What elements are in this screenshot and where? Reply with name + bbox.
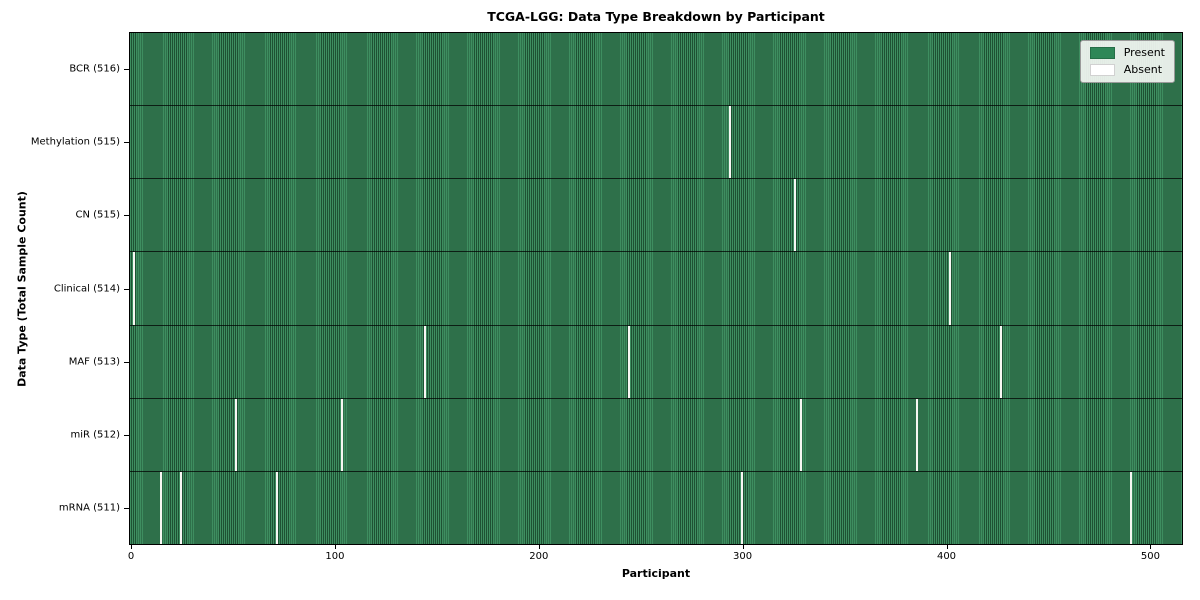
absent-marker <box>1130 471 1133 544</box>
legend-swatch-present <box>1089 47 1115 59</box>
absent-marker <box>159 471 162 544</box>
absent-marker <box>741 471 744 544</box>
row-bcr <box>130 33 1182 107</box>
x-tick-mark <box>946 545 948 549</box>
y-tick-mark <box>124 288 129 290</box>
absent-marker <box>179 471 182 544</box>
legend-label: Absent <box>1123 63 1163 76</box>
row-methylation <box>130 106 1182 180</box>
x-tick-label: 200 <box>529 551 549 562</box>
absent-marker <box>729 106 732 179</box>
y-tick-mark <box>124 215 129 217</box>
absent-marker <box>340 398 343 471</box>
x-axis-label: Participant <box>621 567 691 580</box>
x-tick-label: 500 <box>1140 551 1160 562</box>
row-mrna <box>130 471 1182 544</box>
y-tick-mark <box>124 141 129 143</box>
absent-marker <box>916 398 919 471</box>
x-tick-mark <box>131 545 132 549</box>
legend-item-present: Present <box>1089 46 1165 59</box>
absent-marker <box>794 179 797 252</box>
y-tick-label: Methylation (515) <box>30 136 120 148</box>
y-tick-mark <box>124 68 129 70</box>
y-tick-label: BCR (516) <box>69 63 120 75</box>
x-tick-mark <box>742 545 744 549</box>
y-tick-label: Clinical (514) <box>53 283 120 294</box>
x-tick-mark <box>1150 545 1152 549</box>
chart-title: TCGA-LGG: Data Type Breakdown by Partici… <box>487 9 825 24</box>
absent-marker <box>275 471 278 544</box>
row-cn <box>130 179 1182 253</box>
absent-marker <box>949 252 952 325</box>
x-tick-mark <box>334 545 336 549</box>
x-tick-mark <box>538 545 540 549</box>
absent-marker <box>999 325 1002 398</box>
y-tick-label: MAF (513) <box>68 356 120 368</box>
absent-marker <box>424 325 427 398</box>
x-tick-label: 300 <box>733 551 753 562</box>
row-clinical <box>130 252 1182 326</box>
absent-marker <box>234 398 237 471</box>
x-tick-label: 400 <box>936 551 957 562</box>
plot-area: Present Absent <box>129 32 1183 545</box>
row-mir <box>130 398 1182 472</box>
row-maf <box>130 325 1182 399</box>
y-tick-mark <box>124 508 129 510</box>
x-tick-label: 0 <box>127 551 135 562</box>
y-tick-label: CN (515) <box>75 209 120 221</box>
y-tick-label: mRNA (511) <box>58 502 120 514</box>
legend-label: Present <box>1123 46 1165 59</box>
legend-item-absent: Absent <box>1089 63 1165 76</box>
y-tick-mark <box>124 435 129 437</box>
x-tick-label: 100 <box>325 551 345 562</box>
absent-marker <box>627 325 630 398</box>
legend: Present Absent <box>1079 40 1175 83</box>
absent-marker <box>800 398 803 471</box>
absent-marker <box>133 252 136 325</box>
y-tick-label: miR (512) <box>70 429 120 441</box>
legend-swatch-absent <box>1089 64 1115 76</box>
y-tick-mark <box>124 361 129 363</box>
